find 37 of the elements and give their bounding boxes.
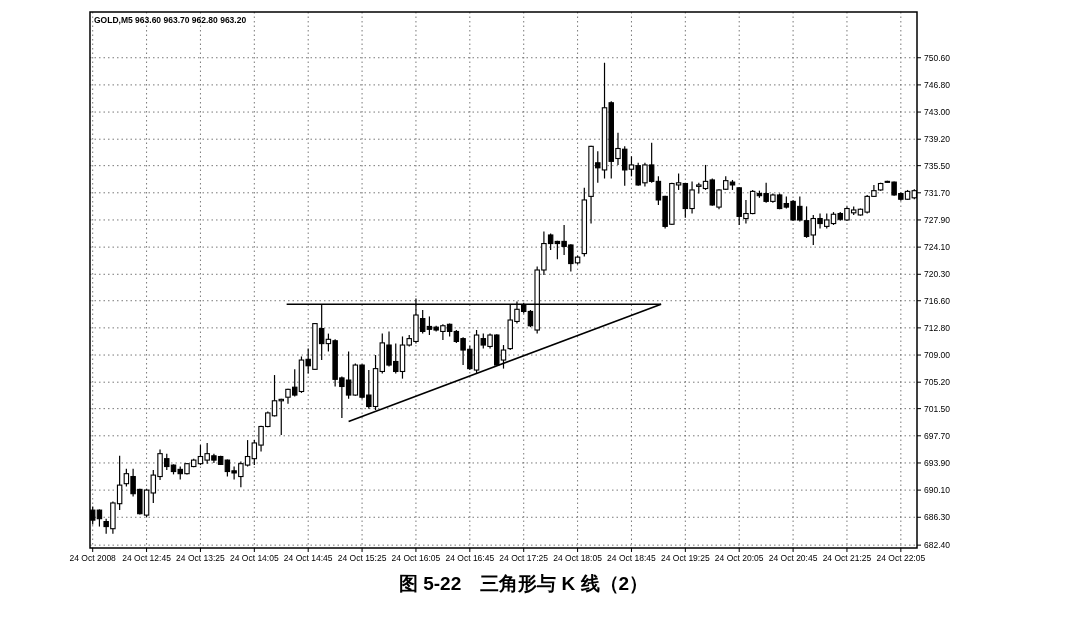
y-tick-label: 731.70 bbox=[924, 187, 951, 198]
text: 图 5-22 三角形与 K 线（2） bbox=[398, 573, 649, 594]
x-tick-label: 24 Oct 14:45 bbox=[283, 553, 333, 563]
x-tick-label: 24 Oct 16:45 bbox=[445, 553, 495, 563]
y-tick-label: 712.80 bbox=[924, 322, 951, 333]
x-tick-label: 24 Oct 15:25 bbox=[337, 553, 387, 563]
x-tick-label: 24 Oct 19:25 bbox=[661, 553, 710, 563]
x-tick-label: 24 Oct 14:05 bbox=[229, 553, 279, 563]
y-tick-label: 724.10 bbox=[924, 242, 951, 253]
y-tick-label: 705.20 bbox=[924, 377, 951, 388]
y-tick-label: 720.30 bbox=[924, 269, 951, 280]
x-tick-label: 24 Oct 20:45 bbox=[768, 553, 818, 563]
annotation: GOLD,M5 963.60 963.70 962.80 963.20 bbox=[94, 15, 247, 25]
y-tick-label: 686.30 bbox=[924, 512, 951, 523]
y-tick-label: 709.00 bbox=[924, 350, 951, 361]
x-tick-label: 24 Oct 17:25 bbox=[499, 553, 549, 563]
x-tick-label: 24 Oct 20:05 bbox=[714, 553, 764, 563]
y-tick-label: 690.10 bbox=[924, 485, 951, 496]
y-tick-label: 746.80 bbox=[924, 79, 951, 90]
y-tick-label: 716.60 bbox=[924, 295, 951, 306]
x-tick-label: 24 Oct 18:05 bbox=[553, 553, 603, 563]
y-tick-label: 743.00 bbox=[924, 107, 951, 118]
x-tick-label: 24 Oct 18:45 bbox=[607, 553, 657, 563]
y-tick-label: 739.20 bbox=[924, 134, 951, 145]
y-tick-label: 693.90 bbox=[924, 457, 951, 468]
x-tick-label: 24 Oct 2008 bbox=[69, 553, 117, 563]
x-tick-label: 24 Oct 21:25 bbox=[822, 553, 872, 563]
x-tick-label: 24 Oct 13:25 bbox=[176, 553, 226, 563]
y-tick-label: 682.40 bbox=[924, 540, 951, 551]
y-tick-label: 697.70 bbox=[924, 430, 951, 441]
x-tick-label: 24 Oct 12:45 bbox=[122, 553, 172, 563]
y-tick-label: 735.50 bbox=[924, 160, 951, 171]
x-tick-label: 24 Oct 22:05 bbox=[876, 553, 926, 563]
y-tick-label: 727.90 bbox=[924, 214, 951, 225]
x-tick-label: 24 Oct 16:05 bbox=[391, 553, 441, 563]
y-tick-label: 701.50 bbox=[924, 403, 951, 414]
y-tick-label: 750.60 bbox=[924, 52, 951, 63]
